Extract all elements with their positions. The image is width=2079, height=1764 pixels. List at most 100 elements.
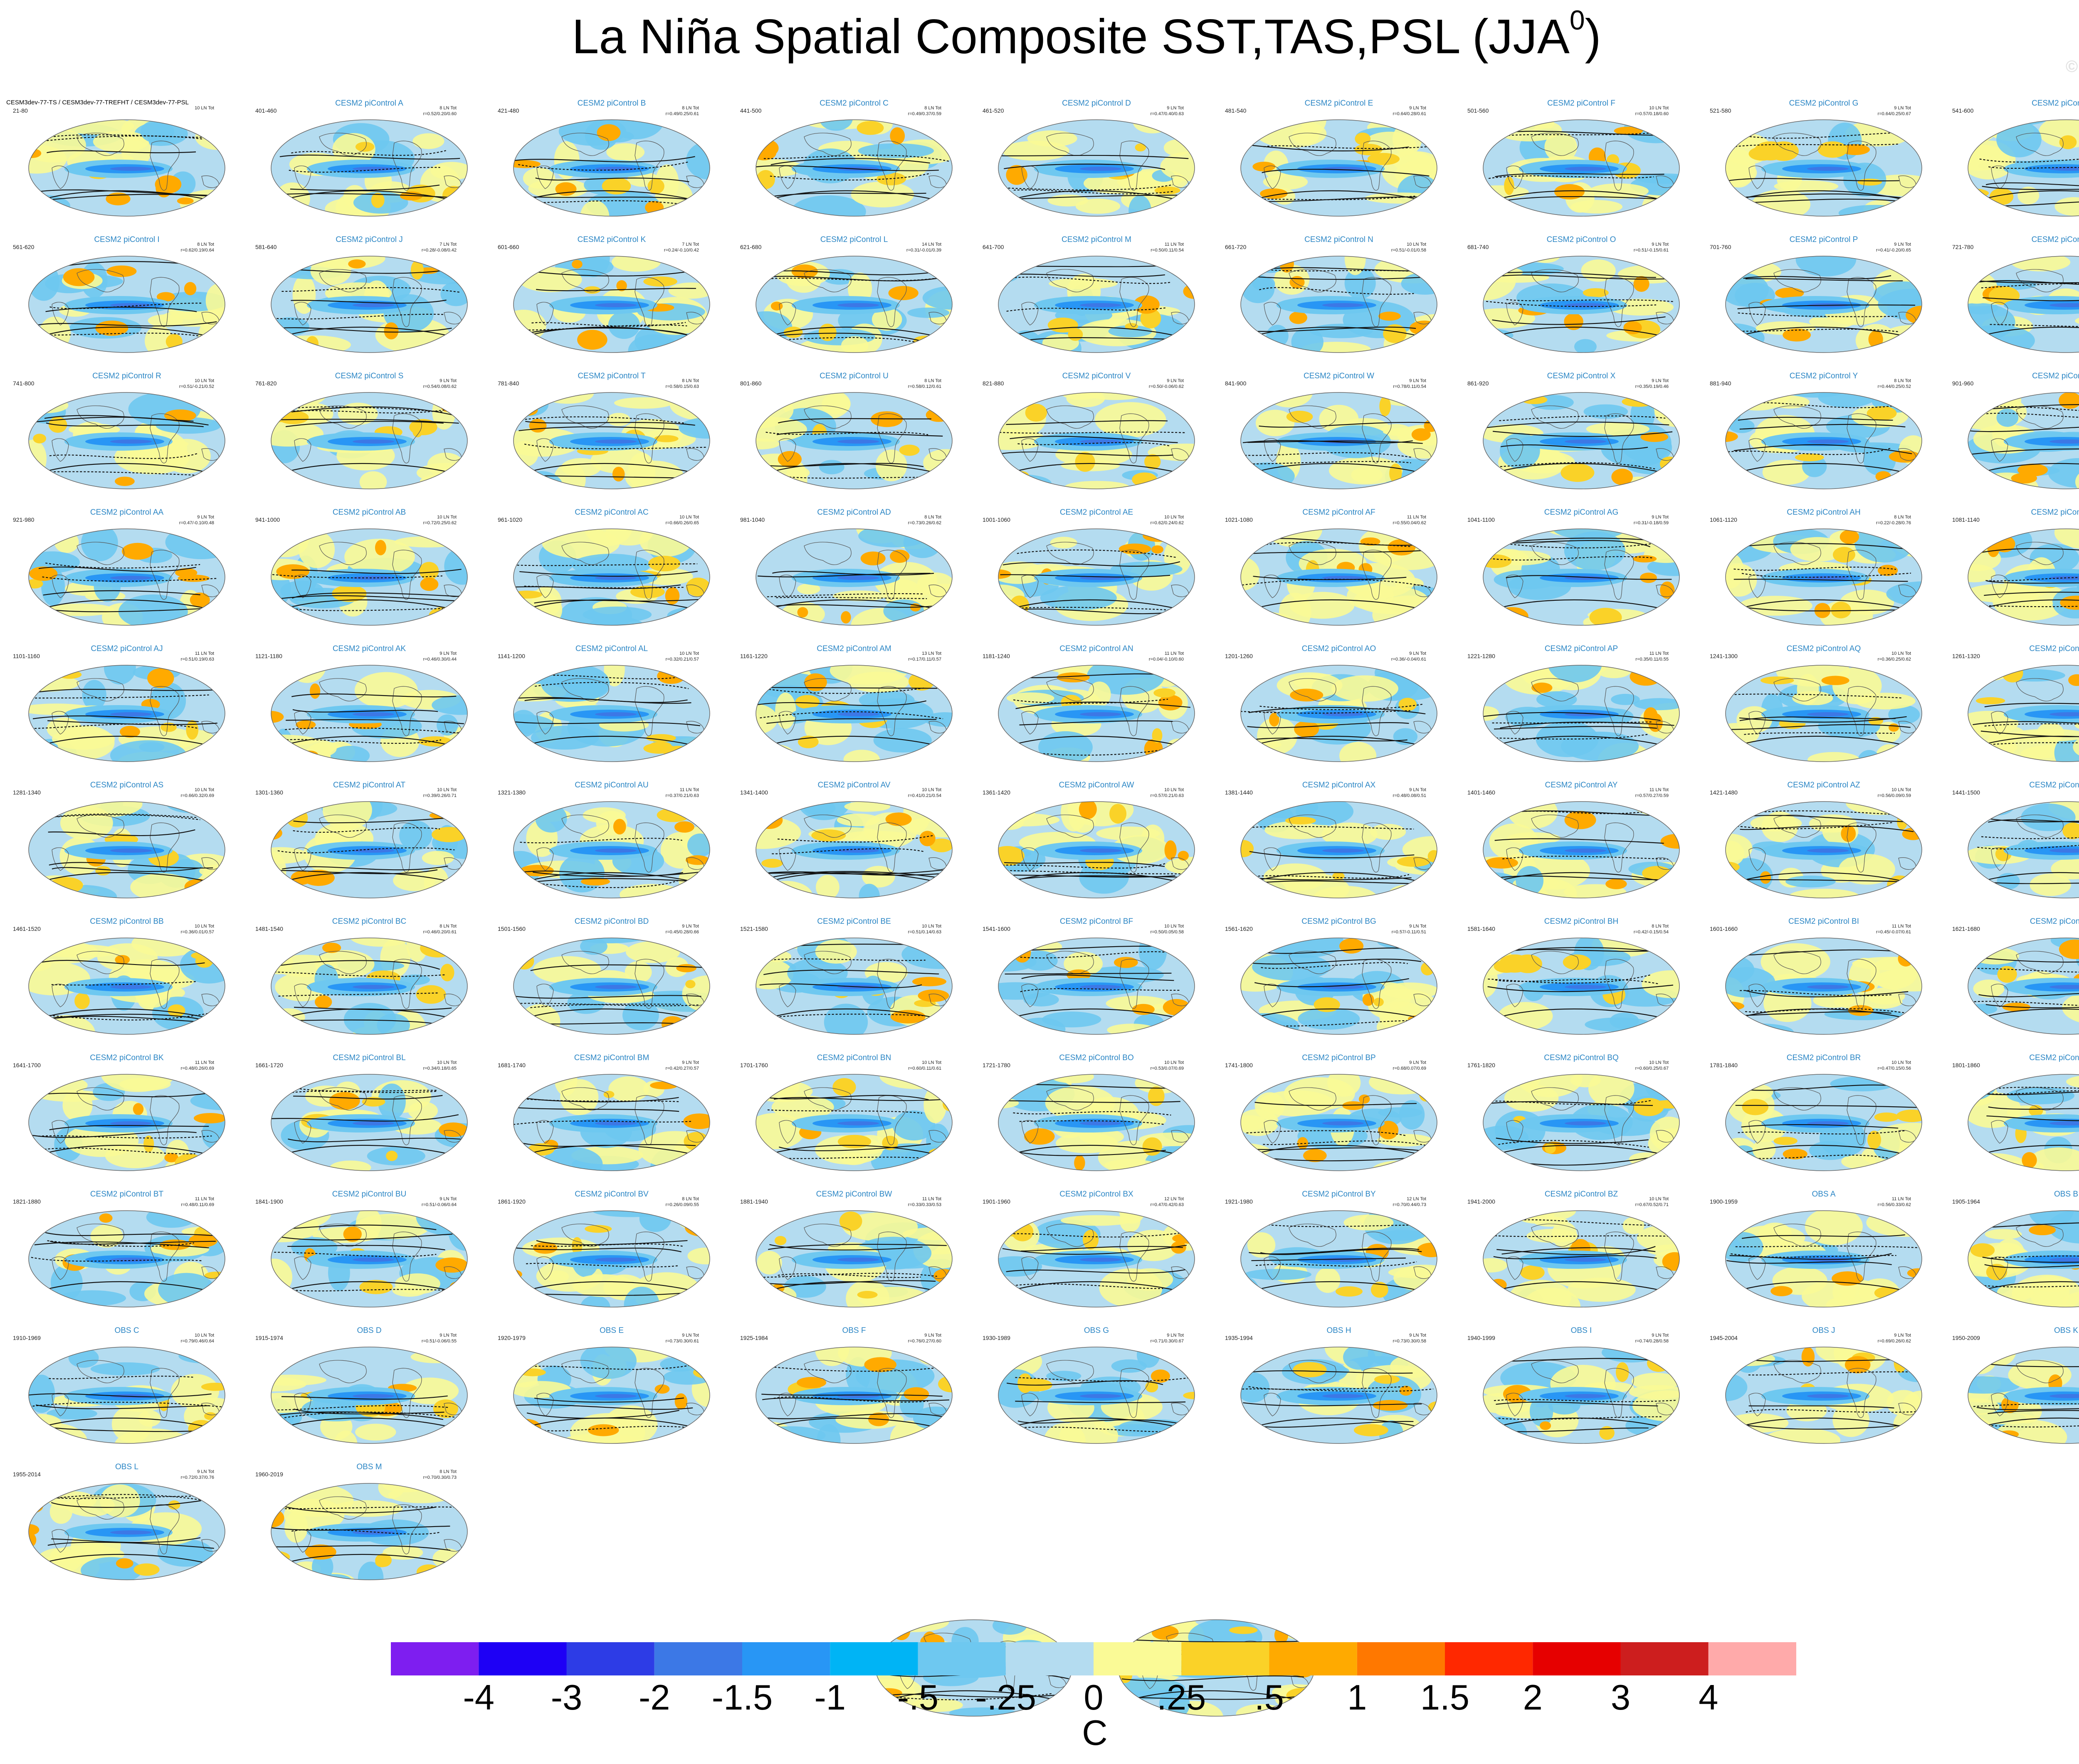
map-border [998, 119, 1195, 217]
coastline [150, 277, 180, 327]
anomaly-patch [998, 561, 1046, 584]
map-border [513, 528, 710, 626]
map-panel: OBS D 1915-1974 9 LN Tot r=0.51/-0.06/0.55 [253, 1326, 486, 1451]
cold-tongue-center [1807, 439, 1849, 444]
panel-years: 1281-1340 [13, 789, 41, 796]
panel-event-count: 12 LN Tot [1164, 1197, 1184, 1201]
panel-event-count: 11 LN Tot [1649, 787, 1669, 792]
psl-contour [1261, 962, 1408, 969]
cold-tongue-center [1565, 1121, 1606, 1125]
psl-contour [1496, 1401, 1658, 1406]
map-panel: CESM2 piControl M 641-700 11 LN Tot r=0.50/… [980, 235, 1213, 360]
panel-event-count: 9 LN Tot [440, 1333, 457, 1338]
warm-anomaly [1151, 1369, 1170, 1383]
warm-anomaly [1144, 454, 1161, 470]
map-panel: CESM2 piControl AC 961-1020 10 LN Tot r=0.6… [495, 508, 728, 633]
psl-contour [41, 1494, 215, 1503]
composite-map [1968, 392, 2079, 489]
anomaly-patch [1996, 121, 2042, 158]
anomaly-patch [393, 870, 435, 891]
psl-contour [29, 417, 209, 426]
panel-years: 541-600 [1952, 107, 1974, 114]
anomaly-patch [355, 1424, 396, 1441]
map-panel: CESM2 piControl BA1441-150011 LN Totr=0.… [1950, 781, 2079, 905]
psl-contour [772, 848, 925, 854]
psl-contour [1249, 461, 1411, 465]
psl-contour-south [1498, 463, 1669, 475]
panel-years: 721-780 [1952, 244, 1974, 250]
warm-anomaly [1894, 1353, 1906, 1373]
psl-contour [515, 1107, 679, 1112]
coastline [1604, 550, 1634, 600]
coastline [77, 405, 124, 429]
anomaly-patch [1617, 265, 1679, 284]
warm-anomaly [99, 1213, 113, 1223]
anomaly-patch [1263, 863, 1327, 891]
composite-map [1725, 256, 1922, 353]
anomaly-patch [608, 311, 640, 339]
panel-years: 1221-1280 [1467, 653, 1495, 659]
anomaly-patch [541, 665, 610, 702]
coastline [294, 165, 311, 189]
psl-contour [278, 1234, 453, 1241]
psl-contour-south [528, 1008, 699, 1020]
warm-anomaly [1151, 545, 1164, 554]
psl-contour [1006, 1231, 1192, 1238]
coastline [52, 847, 69, 871]
anomaly-patch [2021, 803, 2076, 831]
anomaly-patch [851, 181, 914, 207]
panel-title: CESM2 piControl AO [1301, 644, 1376, 653]
warm-anomaly [1583, 288, 1609, 298]
anomaly-patch [140, 120, 175, 143]
psl-contour-south [1983, 872, 2079, 884]
warm-anomaly [686, 577, 710, 597]
warm-anomaly [1486, 804, 1501, 823]
panel-years: 1381-1440 [1225, 789, 1253, 796]
warm-anomaly [519, 1368, 546, 1377]
coastline [1991, 1120, 2008, 1144]
anomaly-patch [1906, 120, 1922, 128]
psl-contour [1501, 1247, 1656, 1255]
panel-title: CESM2 piControl BE [817, 917, 891, 926]
map-border [756, 119, 953, 217]
psl-contour [517, 563, 698, 566]
composite-map [756, 1347, 953, 1444]
psl-contour [514, 995, 701, 999]
coastline [1531, 814, 1579, 838]
psl-contour [1250, 958, 1421, 965]
warm-anomaly [804, 673, 827, 691]
coastline [1531, 1224, 1579, 1247]
psl-contour [35, 694, 209, 699]
anomaly-patch [841, 336, 869, 353]
psl-contour-south [770, 326, 942, 338]
psl-contour-south [770, 190, 942, 202]
psl-contour [1494, 173, 1664, 178]
psl-contour [1486, 301, 1657, 307]
coastline [1046, 405, 1094, 429]
psl-contour [293, 817, 445, 824]
coastline [877, 822, 907, 873]
panel-years: 1301-1360 [255, 789, 283, 796]
psl-contour-south [43, 599, 215, 611]
psl-contour [518, 161, 689, 171]
anomaly-patch [432, 1548, 462, 1569]
psl-contour [49, 1241, 216, 1245]
warm-anomaly [1770, 1286, 1793, 1296]
panel-title: CESM2 piControl J [336, 235, 403, 244]
coastline [150, 1231, 180, 1282]
map-panel: CESM2 piControl AI1081-114010 LN Totr=0.… [1950, 508, 2079, 633]
cold-tongue-center [1807, 849, 1849, 853]
anomaly-patch [157, 1539, 213, 1567]
map-border [756, 665, 953, 762]
cold-tongue-center [837, 1121, 879, 1125]
warm-anomaly [1154, 186, 1180, 195]
psl-contour [1975, 1362, 2079, 1367]
panel-years: 421-480 [498, 107, 519, 114]
psl-contour [1985, 577, 2079, 582]
psl-contour [889, 1694, 1064, 1698]
anomaly-patch [1997, 1283, 2034, 1302]
psl-contour [1254, 978, 1409, 987]
composite-map [28, 528, 225, 626]
map-border [28, 256, 225, 353]
panel-years: 1181-1240 [983, 653, 1010, 659]
